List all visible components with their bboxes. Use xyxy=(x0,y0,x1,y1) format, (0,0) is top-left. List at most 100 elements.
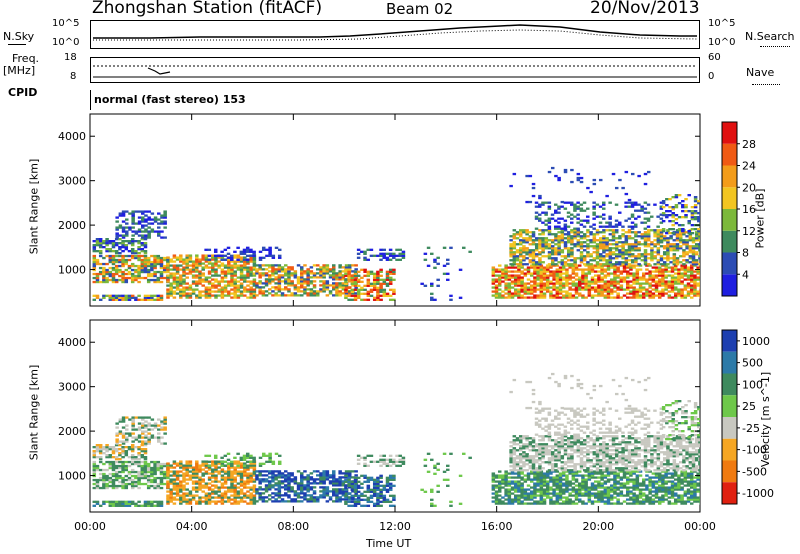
velocity-cell xyxy=(300,500,304,503)
power-cell xyxy=(169,290,173,293)
power-cell xyxy=(621,186,625,190)
power-cell xyxy=(554,174,558,178)
power-cell xyxy=(243,278,247,281)
power-cell xyxy=(554,239,558,242)
power-cell xyxy=(566,241,571,244)
velocity-cell xyxy=(217,470,221,473)
power-cell xyxy=(573,227,577,230)
power-cell xyxy=(618,261,622,264)
power-cell xyxy=(372,278,377,281)
power-cell xyxy=(127,254,132,258)
power-cell xyxy=(570,243,574,246)
power-cell xyxy=(584,268,588,271)
power-cell xyxy=(287,268,291,271)
power-cell xyxy=(382,256,386,259)
velocity-cell xyxy=(114,448,119,451)
power-cell xyxy=(544,239,549,242)
velocity-cell xyxy=(198,478,202,481)
power-cell xyxy=(115,226,119,229)
power-cell xyxy=(664,280,668,283)
velocity-cell xyxy=(114,456,119,459)
power-cell xyxy=(571,266,576,269)
power-cell xyxy=(603,280,608,283)
power-cell xyxy=(670,296,675,299)
power-cell xyxy=(188,292,193,295)
power-cell xyxy=(671,224,675,227)
power-cell xyxy=(207,276,212,279)
velocity-cell xyxy=(159,504,164,507)
power-cell xyxy=(230,268,234,271)
velocity-cell xyxy=(242,454,247,457)
velocity-cell xyxy=(127,504,132,507)
velocity-cell xyxy=(134,484,138,488)
velocity-cell xyxy=(162,476,167,480)
power-cell xyxy=(520,266,524,269)
velocity-cell xyxy=(379,454,383,457)
velocity-cell xyxy=(223,492,228,495)
velocity-cell xyxy=(353,486,358,489)
power-cell xyxy=(366,248,370,251)
power-cell xyxy=(694,245,699,248)
velocity-cell xyxy=(223,490,228,493)
power-cell xyxy=(143,254,148,258)
velocity-cell xyxy=(137,428,142,431)
power-cell xyxy=(162,270,167,274)
velocity-cell xyxy=(230,502,234,505)
power-cell xyxy=(592,251,597,254)
power-cell xyxy=(545,280,550,283)
power-cell xyxy=(146,298,151,301)
power-cell xyxy=(587,284,592,287)
power-cell xyxy=(268,266,272,269)
power-cell xyxy=(602,231,606,234)
power-cell xyxy=(627,243,632,246)
power-cell xyxy=(211,294,215,297)
power-cell xyxy=(696,278,700,281)
power-cell xyxy=(141,212,145,215)
power-cell xyxy=(108,266,113,270)
velocity-cell xyxy=(356,476,361,479)
power-cell xyxy=(619,276,624,279)
power-cell xyxy=(290,272,294,275)
power-cell xyxy=(603,290,608,293)
power-cell xyxy=(632,294,636,297)
power-cell xyxy=(114,238,119,241)
velocity-cell xyxy=(114,464,119,468)
power-cell xyxy=(574,292,579,295)
power-cell xyxy=(144,228,148,231)
velocity-cell xyxy=(319,478,323,481)
velocity-cell xyxy=(108,472,113,476)
velocity-cell xyxy=(130,446,135,449)
velocity-cell xyxy=(127,448,132,451)
power-cell xyxy=(629,266,633,269)
power-cell xyxy=(611,243,616,246)
velocity-cell xyxy=(137,434,142,437)
power-cell xyxy=(608,253,613,256)
velocity-cell xyxy=(137,500,141,503)
power-cell xyxy=(680,276,684,279)
power-cell xyxy=(128,226,132,229)
power-cell xyxy=(539,294,544,297)
velocity-cell xyxy=(363,498,367,501)
velocity-cell xyxy=(363,474,367,477)
power-cell xyxy=(172,290,177,293)
power-cell xyxy=(554,237,558,240)
power-cell xyxy=(243,290,247,293)
power-cell xyxy=(536,272,540,275)
power-cell xyxy=(214,270,218,273)
velocity-cell xyxy=(271,460,276,463)
power-cell xyxy=(648,278,652,281)
power-cell xyxy=(229,258,234,261)
power-cell xyxy=(144,214,148,217)
power-cell xyxy=(654,294,659,297)
power-cell xyxy=(512,237,517,240)
power-cell xyxy=(319,280,323,283)
velocity-cell xyxy=(95,446,100,449)
velocity-cell xyxy=(344,488,348,491)
power-cell xyxy=(249,294,253,297)
power-cell xyxy=(554,251,558,254)
power-cell xyxy=(188,284,193,287)
velocity-cell xyxy=(322,492,326,495)
velocity-cell xyxy=(98,450,103,453)
power-cell xyxy=(130,280,135,284)
power-cell xyxy=(169,292,173,295)
